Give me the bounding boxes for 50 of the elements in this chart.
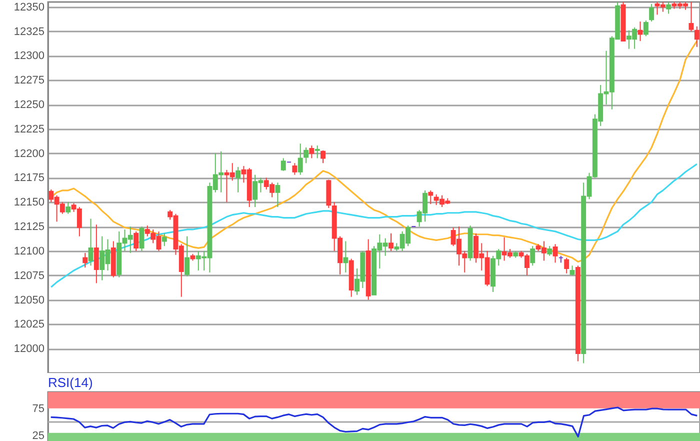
y-tick-label: 12275 — [14, 74, 44, 87]
y-tick-label: 12200 — [14, 148, 44, 160]
candlestick — [82, 252, 88, 268]
candlestick — [564, 257, 570, 274]
candlestick — [530, 246, 536, 266]
line-series — [50, 406, 698, 438]
y-tick-label: 25 — [32, 430, 44, 441]
candlestick — [428, 190, 434, 205]
candlestick — [162, 232, 167, 247]
candlestick — [134, 230, 139, 252]
candlestick — [94, 224, 99, 284]
chart-title: RSI(14) — [48, 375, 93, 390]
y-tick-label: 12325 — [14, 26, 44, 38]
candlestick — [236, 166, 241, 193]
candlestick — [388, 232, 394, 252]
candlestick — [309, 145, 314, 159]
candlestick — [66, 202, 71, 214]
candlestick — [304, 146, 309, 164]
y-tick-label: 12125 — [14, 221, 44, 234]
y-tick-label: 75 — [32, 402, 44, 415]
candlestick — [320, 150, 326, 164]
y-tick-label: 12075 — [14, 270, 44, 282]
candlestick — [298, 143, 303, 176]
candlestick — [643, 20, 648, 37]
candlestick — [139, 226, 144, 252]
y-tick-label: 12025 — [14, 318, 44, 331]
candlestick — [649, 3, 654, 22]
candlestick — [547, 246, 552, 256]
candlestick — [184, 236, 190, 277]
candlestick — [570, 265, 575, 276]
candlestick — [666, 2, 672, 14]
y-tick-label: 12050 — [14, 294, 44, 306]
y-tick-label: 12000 — [14, 343, 44, 356]
candlestick — [688, 2, 694, 32]
candlestick — [343, 240, 348, 273]
candlestick — [275, 182, 280, 208]
candlestick — [552, 244, 558, 264]
y-tick-label: 12100 — [14, 245, 44, 258]
y-tick-label: 12175 — [14, 172, 44, 184]
y-tick-label: 12350 — [14, 1, 44, 14]
candlestick — [292, 162, 298, 176]
y-tick-label: 12250 — [14, 99, 44, 112]
candlestick — [88, 218, 94, 266]
candlestick — [694, 26, 700, 48]
line-series — [50, 163, 698, 288]
y-tick-label: 12150 — [14, 196, 44, 209]
y-tick-label: 12300 — [14, 50, 44, 62]
candlestick — [314, 145, 320, 159]
y-tick-label: 12225 — [14, 123, 44, 136]
candlestick — [280, 158, 286, 172]
